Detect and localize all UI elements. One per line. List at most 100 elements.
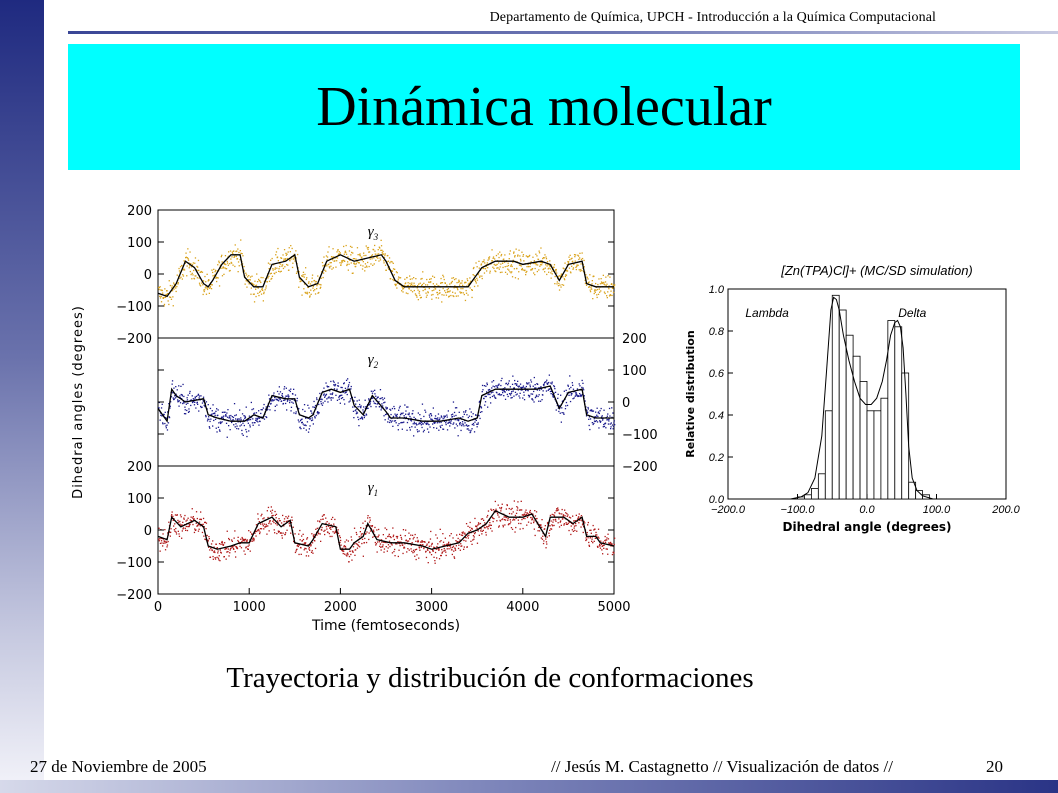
- data-point: [175, 533, 178, 535]
- data-point: [351, 251, 353, 254]
- data-point: [371, 254, 374, 256]
- data-point: [237, 248, 239, 250]
- data-point: [300, 428, 302, 430]
- data-point: [525, 274, 527, 276]
- data-point: [526, 524, 528, 526]
- data-point: [614, 284, 616, 286]
- data-point: [598, 427, 600, 429]
- data-point: [422, 423, 424, 425]
- data-point: [217, 557, 220, 559]
- data-point: [423, 547, 425, 550]
- data-point: [256, 281, 259, 283]
- data-point: [377, 403, 379, 405]
- data-point: [419, 549, 421, 551]
- data-point: [437, 548, 439, 550]
- data-point: [353, 406, 356, 408]
- data-point: [579, 252, 581, 254]
- series-average-line: [157, 385, 614, 423]
- data-point: [244, 553, 246, 555]
- data-point: [522, 254, 525, 256]
- data-point: [274, 267, 276, 269]
- data-point: [181, 524, 183, 526]
- data-point: [199, 525, 201, 527]
- data-point: [472, 413, 474, 415]
- x-tick-label: 2000: [324, 600, 357, 615]
- data-point: [411, 542, 413, 544]
- data-point: [263, 523, 266, 525]
- data-point: [403, 546, 405, 548]
- data-point: [382, 250, 384, 253]
- data-point: [607, 291, 609, 293]
- data-point: [494, 386, 496, 388]
- data-point: [245, 431, 248, 433]
- data-point: [175, 393, 177, 395]
- y-tick-label: 0: [144, 524, 152, 539]
- data-point: [163, 542, 165, 544]
- data-point: [486, 262, 488, 264]
- data-point: [524, 387, 526, 389]
- data-point: [214, 558, 217, 560]
- data-point: [184, 527, 186, 529]
- data-point: [398, 423, 400, 425]
- data-point: [393, 538, 395, 541]
- data-point: [473, 538, 475, 540]
- data-point: [280, 257, 282, 259]
- data-point: [477, 422, 479, 424]
- data-point: [181, 394, 183, 396]
- data-point: [259, 280, 261, 282]
- data-point: [287, 251, 289, 253]
- data-point: [190, 516, 192, 518]
- data-point: [457, 419, 459, 421]
- data-point: [492, 391, 494, 393]
- data-point: [517, 519, 519, 521]
- data-point: [306, 293, 309, 295]
- data-point: [177, 519, 179, 522]
- data-point: [255, 295, 257, 298]
- data-point: [189, 390, 191, 393]
- data-point: [258, 278, 260, 281]
- data-point: [449, 535, 451, 537]
- data-point: [403, 286, 405, 289]
- data-point: [441, 549, 443, 551]
- data-point: [263, 418, 266, 420]
- data-point: [377, 257, 379, 259]
- data-point: [597, 293, 600, 295]
- data-point: [306, 538, 308, 540]
- data-point: [230, 261, 232, 264]
- data-point: [436, 537, 438, 539]
- data-point: [198, 521, 201, 523]
- data-point: [468, 534, 470, 536]
- data-point: [256, 530, 258, 533]
- data-point: [193, 269, 195, 272]
- data-point: [530, 512, 533, 515]
- data-point: [552, 519, 554, 521]
- data-point: [569, 375, 571, 377]
- data-point: [327, 397, 329, 399]
- data-point: [374, 250, 376, 252]
- data-point: [588, 541, 590, 544]
- data-point: [504, 266, 506, 268]
- data-point: [289, 390, 291, 393]
- data-point: [383, 548, 386, 550]
- data-point: [353, 262, 355, 264]
- data-point: [520, 386, 522, 389]
- data-point: [355, 542, 357, 545]
- data-point: [204, 289, 206, 291]
- data-point: [510, 265, 512, 267]
- data-point: [352, 546, 355, 548]
- data-point: [374, 526, 376, 529]
- data-point: [457, 537, 459, 540]
- data-point: [399, 414, 402, 416]
- data-point: [168, 416, 170, 418]
- data-point: [360, 417, 363, 419]
- data-point: [608, 542, 610, 544]
- data-point: [313, 400, 315, 403]
- data-point: [306, 537, 309, 539]
- data-point: [494, 264, 496, 266]
- data-point: [530, 393, 532, 395]
- data-point: [562, 514, 565, 516]
- data-point: [380, 539, 383, 541]
- data-point: [345, 251, 347, 254]
- data-point: [515, 394, 517, 396]
- data-point: [209, 407, 212, 410]
